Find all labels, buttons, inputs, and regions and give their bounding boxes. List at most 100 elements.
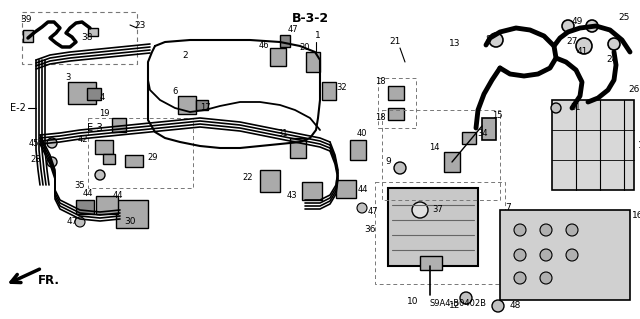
Bar [260, 170, 280, 192]
Text: 51: 51 [570, 103, 580, 113]
Text: 6: 6 [172, 87, 178, 97]
Text: 30: 30 [124, 218, 136, 226]
Text: 44: 44 [358, 186, 369, 195]
Text: 10: 10 [407, 298, 419, 307]
Bar [76, 200, 94, 214]
Circle shape [540, 249, 552, 261]
Circle shape [492, 300, 504, 312]
Circle shape [95, 170, 105, 180]
Text: 44: 44 [83, 189, 93, 198]
Circle shape [566, 224, 578, 236]
Circle shape [586, 20, 598, 32]
Text: 31: 31 [278, 129, 288, 137]
Text: 1: 1 [315, 32, 321, 41]
Circle shape [47, 157, 57, 167]
Bar [196, 100, 208, 110]
Bar [388, 188, 478, 266]
Bar [382, 110, 500, 200]
Text: 18: 18 [374, 114, 385, 122]
Bar [388, 108, 404, 120]
Circle shape [394, 162, 406, 174]
Text: 21: 21 [389, 38, 401, 47]
Bar [306, 52, 320, 72]
Bar [350, 140, 366, 160]
Text: 47: 47 [67, 218, 77, 226]
Text: 25: 25 [618, 13, 630, 23]
Circle shape [460, 292, 472, 304]
Text: 29: 29 [147, 153, 157, 162]
Text: 44: 44 [113, 191, 124, 201]
Text: 8: 8 [485, 35, 491, 44]
Bar [22, 12, 137, 64]
Bar [95, 140, 113, 154]
Text: 39: 39 [20, 16, 32, 25]
Text: 20: 20 [300, 42, 310, 51]
Bar [302, 182, 322, 200]
Text: 19: 19 [99, 108, 109, 117]
Bar [375, 182, 505, 284]
Bar [23, 30, 33, 42]
Text: 38: 38 [81, 33, 93, 41]
Text: FR.: FR. [38, 273, 60, 286]
Text: 16: 16 [632, 211, 640, 219]
Bar [87, 88, 101, 100]
Bar [482, 118, 496, 140]
Text: S9A4-B0402B: S9A4-B0402B [430, 300, 487, 308]
Text: B-3-2: B-3-2 [291, 11, 328, 25]
Text: 48: 48 [510, 301, 522, 310]
Circle shape [514, 249, 526, 261]
Text: 41: 41 [576, 48, 588, 56]
Circle shape [551, 103, 561, 113]
Circle shape [47, 138, 57, 148]
Text: 47: 47 [368, 207, 379, 217]
Bar [116, 200, 148, 228]
Bar [462, 132, 476, 144]
Text: 34: 34 [477, 130, 488, 138]
Text: 40: 40 [357, 129, 367, 137]
Bar [103, 154, 115, 164]
Text: 46: 46 [259, 41, 269, 50]
Circle shape [562, 20, 574, 32]
Text: 15: 15 [492, 112, 502, 121]
Text: 18: 18 [374, 78, 385, 86]
Bar [88, 28, 98, 36]
Bar [112, 118, 126, 132]
Circle shape [357, 203, 367, 213]
Text: 42: 42 [77, 136, 88, 145]
Text: 32: 32 [336, 84, 347, 93]
Text: 47: 47 [288, 26, 298, 34]
Text: 45: 45 [29, 138, 39, 147]
Circle shape [576, 38, 592, 54]
Bar [420, 256, 442, 270]
Text: E-2: E-2 [10, 103, 26, 113]
Text: 49: 49 [572, 18, 582, 26]
Circle shape [412, 202, 428, 218]
Text: E-3: E-3 [87, 123, 103, 133]
Bar [125, 155, 143, 167]
Bar [444, 152, 460, 172]
Text: 24: 24 [606, 56, 618, 64]
Circle shape [566, 249, 578, 261]
Bar [500, 210, 630, 300]
Bar [280, 35, 290, 47]
Circle shape [489, 33, 503, 47]
Text: 13: 13 [449, 40, 461, 48]
Bar [378, 78, 416, 128]
Text: 36: 36 [365, 226, 376, 234]
Text: 17: 17 [200, 103, 211, 113]
Circle shape [540, 272, 552, 284]
Circle shape [75, 217, 85, 227]
Text: 14: 14 [429, 144, 439, 152]
Circle shape [514, 224, 526, 236]
Text: 12: 12 [449, 300, 461, 309]
Bar [96, 196, 118, 214]
Text: 28: 28 [31, 155, 42, 165]
Circle shape [514, 272, 526, 284]
Bar [336, 180, 356, 198]
Text: 11: 11 [638, 140, 640, 150]
Bar [388, 86, 404, 100]
Text: 2: 2 [182, 50, 188, 60]
Bar [322, 82, 336, 100]
Text: 23: 23 [134, 20, 146, 29]
Text: 22: 22 [243, 174, 253, 182]
